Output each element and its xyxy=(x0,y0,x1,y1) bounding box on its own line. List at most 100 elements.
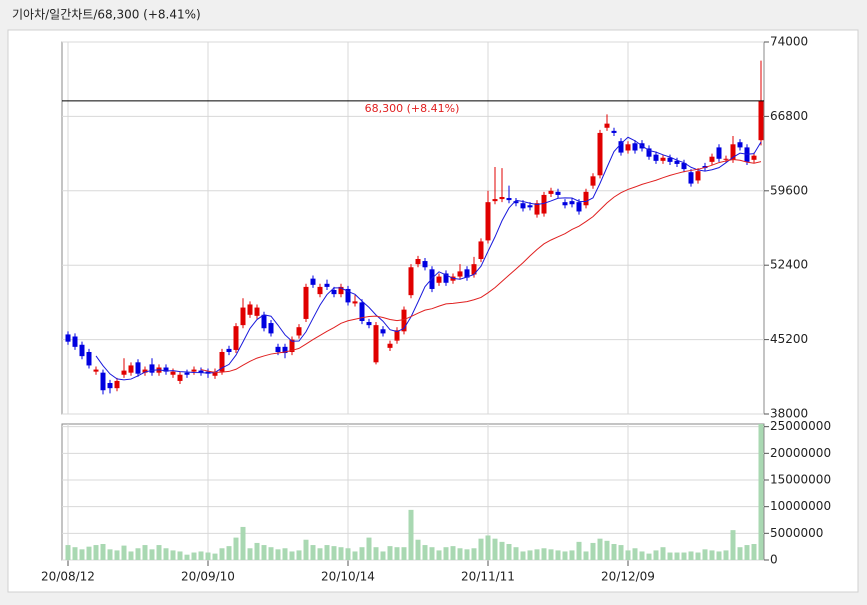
y-tick-label: 38000 xyxy=(770,407,808,421)
y-tick-label: 15000000 xyxy=(770,473,831,487)
candle-body xyxy=(457,271,463,277)
volume-bar xyxy=(317,548,323,560)
candle-body xyxy=(170,371,176,375)
y-tick-label: 66800 xyxy=(770,109,808,123)
volume-bar xyxy=(107,549,113,560)
chart-title: 기아차/일간차트/68,300 (+8.41%) xyxy=(12,8,201,22)
candle-body xyxy=(723,158,729,160)
volume-bar xyxy=(184,554,190,560)
volume-bar xyxy=(142,545,148,560)
candle-body xyxy=(289,339,295,352)
volume-bar xyxy=(338,547,344,560)
volume-bar xyxy=(688,551,694,560)
candle-body xyxy=(667,157,673,162)
candle-body xyxy=(408,267,414,296)
candle-body xyxy=(191,369,197,372)
chart-panel xyxy=(7,29,859,593)
volume-bar xyxy=(583,551,589,560)
candle-body xyxy=(310,278,316,285)
volume-bar xyxy=(422,545,428,560)
volume-bar xyxy=(240,526,246,560)
candle-body xyxy=(485,202,491,241)
volume-bar xyxy=(394,547,400,560)
candle-body xyxy=(632,143,638,151)
volume-bar xyxy=(233,537,239,560)
volume-bar xyxy=(646,553,652,560)
volume-bar xyxy=(695,552,701,560)
candle-body xyxy=(282,346,288,354)
candle-body xyxy=(296,327,302,336)
volume-bar xyxy=(408,509,414,560)
volume-bar xyxy=(604,540,610,560)
candle-body xyxy=(219,352,225,372)
candle-body xyxy=(114,380,120,389)
candle-body xyxy=(401,309,407,332)
candle-body xyxy=(422,261,428,268)
candle-body xyxy=(499,197,505,200)
candle-body xyxy=(93,369,99,372)
candle-body xyxy=(520,203,526,209)
volume-bar xyxy=(464,549,470,560)
volume-bar xyxy=(429,547,435,560)
candle-body xyxy=(338,286,344,295)
candle-body xyxy=(79,344,85,357)
candle-body xyxy=(583,191,589,206)
volume-bar xyxy=(520,551,526,560)
volume-bar xyxy=(555,550,561,560)
candle-body xyxy=(674,160,680,164)
candle-body xyxy=(688,172,694,184)
volume-bar xyxy=(450,546,456,560)
volume-bar xyxy=(93,545,99,560)
candle-body xyxy=(128,365,134,373)
candle-body xyxy=(226,348,232,352)
volume-bar xyxy=(758,424,764,560)
volume-bar xyxy=(212,553,218,560)
volume-bar xyxy=(289,551,295,560)
candle-body xyxy=(352,301,358,304)
x-tick-label: 20/10/14 xyxy=(321,570,375,584)
candle-body xyxy=(758,100,764,141)
candle-body xyxy=(660,157,666,161)
candle-body xyxy=(72,336,78,347)
candle-body xyxy=(506,198,512,201)
volume-bar xyxy=(702,549,708,560)
candle-body xyxy=(695,171,701,181)
candle-body xyxy=(730,144,736,160)
candle-body xyxy=(548,190,554,194)
candle-body xyxy=(604,123,610,128)
volume-bar xyxy=(247,548,253,560)
candle-body xyxy=(541,194,547,214)
candle-body xyxy=(415,259,421,265)
volume-bar xyxy=(310,545,316,560)
volume-bar xyxy=(737,547,743,560)
candle-body xyxy=(590,176,596,186)
volume-bar xyxy=(597,538,603,560)
volume-bar xyxy=(366,537,372,560)
volume-bar xyxy=(527,550,533,560)
x-tick-label: 20/08/12 xyxy=(41,570,95,584)
candle-body xyxy=(268,323,274,334)
volume-bar xyxy=(639,551,645,560)
candle-body xyxy=(198,370,204,373)
candle-body xyxy=(681,162,687,170)
y-tick-label: 5000000 xyxy=(770,526,823,540)
candle-body xyxy=(366,322,372,326)
candle-body xyxy=(513,201,519,204)
candle-body xyxy=(275,346,281,352)
volume-bar xyxy=(534,549,540,560)
volume-bar xyxy=(149,549,155,560)
volume-bar xyxy=(163,548,169,560)
volume-bar xyxy=(632,548,638,560)
volume-bar xyxy=(86,546,92,560)
y-tick-label: 0 xyxy=(770,553,778,567)
volume-bar xyxy=(506,544,512,560)
volume-bar xyxy=(352,551,358,560)
candle-body xyxy=(618,141,624,153)
volume-bar xyxy=(618,545,624,560)
volume-bar xyxy=(716,551,722,560)
candle-body xyxy=(177,374,183,381)
candle-body xyxy=(653,154,659,161)
candle-body xyxy=(492,199,498,202)
candle-body xyxy=(324,283,330,287)
